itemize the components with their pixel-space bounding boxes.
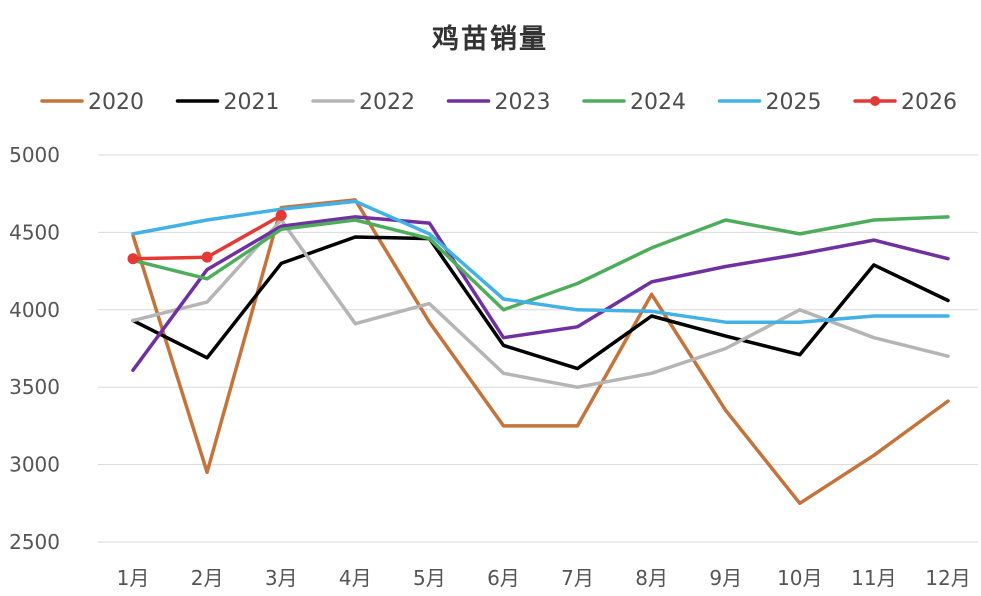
legend-label-2026: 2026 (901, 90, 957, 115)
y-tick-label: 4000 (9, 298, 60, 322)
legend-item-2023: 2023 (446, 90, 551, 115)
x-tick-label: 2月 (191, 566, 224, 590)
legend-item-2026: 2026 (853, 90, 957, 115)
legend-label-2023: 2023 (495, 90, 551, 115)
data-point-2026 (201, 251, 213, 263)
x-tick-label: 10月 (777, 566, 822, 590)
series-2026 (127, 209, 287, 265)
x-tick-label: 3月 (265, 566, 298, 590)
series-2024 (131, 215, 950, 312)
y-tick-label: 3000 (9, 453, 60, 477)
y-axis: 2500 3000 3500 4000 4500 5000 (9, 143, 60, 554)
x-tick-label: 11月 (851, 566, 896, 590)
legend-label-2024: 2024 (630, 90, 686, 115)
legend: 2020 2021 2022 2023 2024 2025 2026 (40, 90, 957, 115)
chart-title: 鸡苗销量 (431, 24, 548, 55)
series-line-2024 (131, 215, 950, 312)
series-line-2020 (131, 198, 950, 506)
data-point-2026 (127, 253, 139, 265)
y-tick-label: 4500 (9, 220, 60, 244)
legend-label-2020: 2020 (88, 90, 144, 115)
series-2020 (131, 198, 950, 506)
x-tick-label: 4月 (339, 566, 372, 590)
legend-item-2025: 2025 (717, 90, 822, 115)
x-tick-label: 9月 (709, 566, 742, 590)
legend-marker-2026 (870, 96, 880, 106)
legend-label-2022: 2022 (359, 90, 415, 115)
series-line-2023 (131, 215, 950, 372)
y-tick-label: 5000 (9, 143, 60, 167)
x-tick-label: 7月 (561, 566, 594, 590)
y-tick-label: 2500 (9, 530, 60, 554)
x-tick-label: 12月 (925, 566, 970, 590)
legend-label-2025: 2025 (766, 90, 822, 115)
x-axis: 1月 2月 3月 4月 5月 6月 7月 8月 9月 10月 11月 12月 (117, 566, 971, 590)
series-line-2025 (131, 199, 950, 324)
x-tick-label: 6月 (487, 566, 520, 590)
series-line-2021 (131, 235, 950, 371)
x-tick-label: 8月 (635, 566, 668, 590)
series-2023 (131, 215, 950, 372)
x-tick-label: 1月 (117, 566, 150, 590)
data-point-2026 (275, 209, 287, 221)
series-2025 (131, 199, 950, 324)
x-tick-label: 5月 (413, 566, 446, 590)
series-2021 (131, 235, 950, 371)
series-layer (127, 198, 950, 506)
legend-item-2020: 2020 (40, 90, 144, 115)
legend-item-2021: 2021 (175, 90, 280, 115)
legend-item-2022: 2022 (311, 90, 415, 115)
y-tick-label: 3500 (9, 375, 60, 399)
legend-item-2024: 2024 (582, 90, 686, 115)
legend-label-2021: 2021 (224, 90, 280, 115)
